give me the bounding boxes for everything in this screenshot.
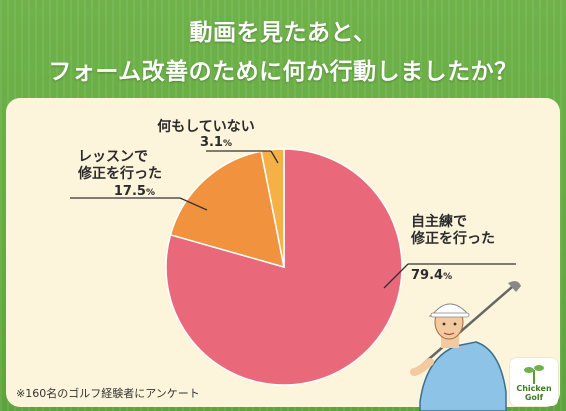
golfer-illustration (410, 281, 521, 411)
value-none-unit: % (223, 139, 232, 149)
survey-note: ※160名のゴルフ経験者にアンケート (16, 387, 200, 400)
logo-text: Chicken Golf (510, 384, 558, 402)
value-lesson: 17.5% (114, 184, 155, 199)
sprout-icon (524, 365, 544, 384)
chicken-golf-logo: Chicken Golf (510, 358, 558, 406)
value-self-number: 79.4 (411, 268, 443, 283)
leader-line-self-d (383, 263, 409, 289)
value-lesson-number: 17.5 (114, 184, 146, 199)
leader-line-none-d (270, 150, 279, 164)
label-lesson-2: 修正を行った (77, 165, 162, 182)
title-line-1: 動画を見たあと、 (189, 20, 377, 46)
logo-line-2: Golf (524, 393, 544, 402)
leader-line-lesson-d (179, 197, 208, 211)
value-lesson-unit: % (146, 188, 155, 198)
slice-lesson (169, 150, 285, 269)
value-none: 3.1% (200, 135, 232, 150)
label-self-2: 修正を行った (410, 230, 495, 247)
value-self: 79.4% (411, 268, 452, 283)
label-lesson-1: レッスンで (78, 149, 148, 165)
label-none: 何もしていない (157, 118, 255, 135)
label-self-1: 自主練で (411, 213, 467, 230)
logo-line-1: Chicken (516, 384, 552, 393)
value-none-number: 3.1 (200, 135, 223, 150)
value-self-unit: % (443, 272, 452, 282)
title-line-2: フォーム改善のために何か行動しましたか？ (48, 59, 518, 85)
